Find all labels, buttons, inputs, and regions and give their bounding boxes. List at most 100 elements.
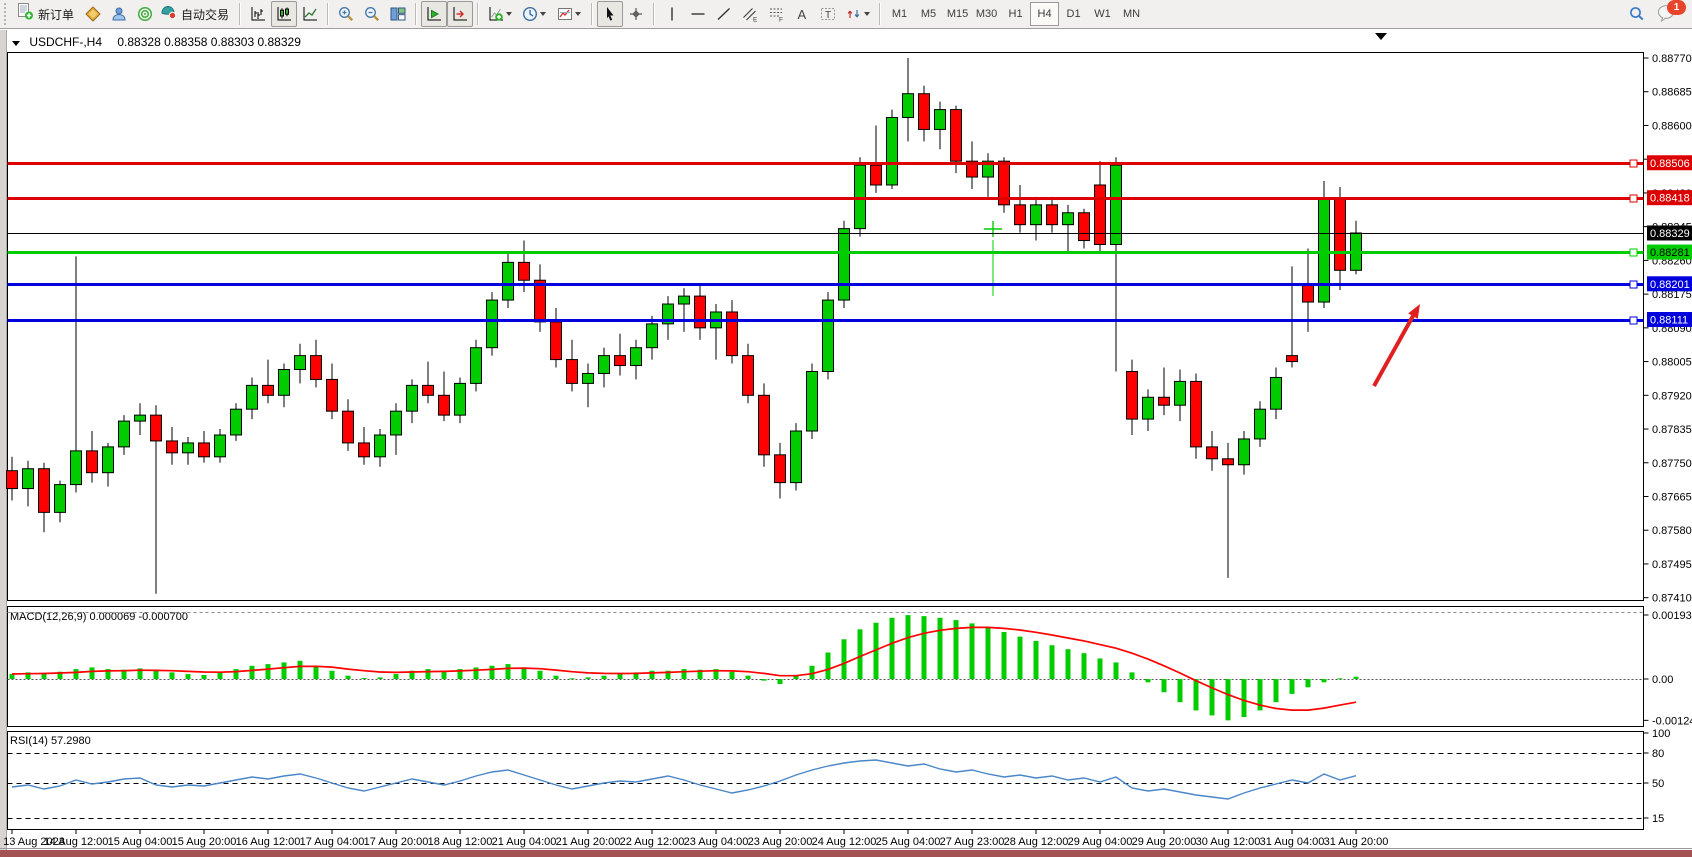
line-price-label: 0.88111 bbox=[1650, 315, 1688, 327]
timeframe-button-H1[interactable]: H1 bbox=[1008, 8, 1023, 20]
bar-chart-icon bbox=[251, 7, 266, 21]
arrows-button[interactable] bbox=[841, 1, 875, 27]
macd-bar bbox=[1065, 649, 1071, 679]
line-handle[interactable] bbox=[1629, 316, 1638, 325]
toolbar-grip[interactable] bbox=[4, 3, 11, 25]
clock-icon bbox=[523, 6, 538, 22]
horizontal-line-button[interactable] bbox=[685, 1, 711, 27]
candle-body bbox=[118, 420, 130, 448]
toolbar-separator bbox=[477, 3, 480, 25]
price-tick-label: 0.87750 bbox=[1652, 458, 1692, 470]
zoom-out-button[interactable] bbox=[359, 1, 385, 27]
candle-body bbox=[1030, 204, 1042, 226]
templates-button[interactable] bbox=[551, 1, 587, 27]
search-button[interactable] bbox=[1624, 1, 1650, 27]
cursor-button[interactable] bbox=[597, 1, 624, 27]
line-chart-button[interactable] bbox=[297, 1, 323, 27]
timeframe-button-M1[interactable]: M1 bbox=[891, 8, 908, 20]
main-toolbar: 新订单 自动交易 E F A T M1 M5 M15 M30 H1 H4 D1 W1 MN 1 bbox=[0, 0, 1692, 29]
macd-bar bbox=[345, 675, 351, 679]
red-arrow-line[interactable] bbox=[1372, 315, 1415, 387]
rsi-tick-label: 80 bbox=[1652, 748, 1664, 760]
community-button[interactable] bbox=[106, 1, 132, 27]
time-axis-label: 18 Aug 12:00 bbox=[428, 836, 493, 848]
line-handle[interactable] bbox=[1629, 248, 1638, 257]
timeframe-button-M15[interactable]: M15 bbox=[946, 8, 969, 20]
macd-bar bbox=[105, 669, 111, 679]
timeframe-button-M30[interactable]: M30 bbox=[975, 8, 998, 20]
candle-body bbox=[662, 303, 674, 325]
auto-scroll-button[interactable] bbox=[421, 1, 448, 27]
chart-dropdown-icon[interactable] bbox=[12, 41, 20, 46]
macd-bar bbox=[329, 670, 335, 679]
candle-body bbox=[182, 442, 194, 454]
timeframe-button-M5[interactable]: M5 bbox=[920, 8, 937, 20]
macd-bar bbox=[713, 669, 719, 679]
macd-tick-label: 0.00 bbox=[1652, 674, 1673, 686]
equidistant-channel-button[interactable]: E bbox=[737, 1, 763, 27]
new-order-button[interactable]: 新订单 bbox=[15, 2, 80, 26]
timeframe-button-W1[interactable]: W1 bbox=[1094, 8, 1111, 20]
candle-body bbox=[502, 261, 514, 301]
macd-bar bbox=[137, 668, 143, 679]
candle-body bbox=[230, 408, 242, 436]
toolbar-separator bbox=[239, 3, 242, 25]
notifications-button[interactable]: 1 bbox=[1656, 0, 1686, 26]
time-axis-label: 22 Aug 12:00 bbox=[620, 836, 685, 848]
macd-bar bbox=[809, 665, 815, 679]
toolbar-separator bbox=[591, 3, 594, 25]
macd-bar bbox=[841, 639, 847, 679]
chart-shift-button[interactable] bbox=[447, 1, 474, 27]
macd-bar bbox=[761, 679, 767, 681]
timeframe-button-MN[interactable]: MN bbox=[1122, 8, 1141, 20]
indicators-button[interactable] bbox=[483, 1, 517, 27]
chart-canvas[interactable]: 0.887700.886850.886000.885150.884300.883… bbox=[0, 30, 1692, 857]
chevron-down-icon bbox=[575, 12, 582, 16]
line-handle[interactable] bbox=[1629, 280, 1638, 289]
macd-bar bbox=[617, 674, 623, 679]
line-handle[interactable] bbox=[1629, 194, 1638, 203]
candle-body bbox=[390, 410, 402, 436]
text-button[interactable]: A bbox=[789, 1, 815, 27]
candlestick-chart-button[interactable] bbox=[271, 1, 298, 27]
crosshair-button[interactable] bbox=[623, 1, 649, 27]
toolbar-separator bbox=[327, 3, 330, 25]
candle-body bbox=[1206, 446, 1218, 460]
macd-bar bbox=[681, 669, 687, 679]
macd-bar bbox=[1273, 679, 1279, 703]
trendline-button[interactable] bbox=[711, 1, 737, 27]
toolbar-separator bbox=[415, 3, 418, 25]
auto-trading-icon bbox=[160, 4, 177, 25]
vertical-line-icon bbox=[671, 7, 673, 21]
macd-bar bbox=[1225, 679, 1231, 721]
text-label-button[interactable]: T bbox=[815, 1, 841, 27]
macd-bar bbox=[185, 674, 191, 679]
metaquotes-button[interactable] bbox=[80, 1, 106, 27]
macd-bar bbox=[57, 671, 63, 679]
timeframe-button-D1[interactable]: D1 bbox=[1066, 8, 1081, 20]
tile-windows-button[interactable] bbox=[385, 1, 411, 27]
signals-button[interactable] bbox=[132, 1, 158, 27]
macd-bar bbox=[905, 615, 911, 679]
timeframe-button-H4[interactable]: H4 bbox=[1030, 2, 1060, 26]
red-arrow-head[interactable] bbox=[1408, 304, 1420, 319]
line-price-label: 0.88201 bbox=[1650, 279, 1690, 291]
bar-chart-button[interactable] bbox=[245, 1, 271, 27]
cross-marker-object[interactable] bbox=[984, 221, 1002, 296]
candle-body bbox=[102, 446, 114, 474]
macd-bar bbox=[601, 675, 607, 679]
fibonacci-button[interactable]: F bbox=[763, 1, 789, 27]
zoom-in-button[interactable] bbox=[333, 1, 359, 27]
macd-bar bbox=[1049, 645, 1055, 679]
vertical-line-button[interactable] bbox=[659, 1, 685, 27]
candle-body bbox=[854, 164, 866, 230]
chart-title: USDCHF-,H4 0.88328 0.88358 0.88303 0.883… bbox=[12, 35, 301, 49]
line-handle[interactable] bbox=[1629, 159, 1638, 168]
time-axis-label: 31 Aug 20:00 bbox=[1324, 836, 1389, 848]
periods-button[interactable] bbox=[517, 1, 551, 27]
macd-bar bbox=[569, 678, 575, 680]
signals-icon bbox=[137, 6, 153, 22]
macd-bar bbox=[441, 670, 447, 679]
auto-trading-button[interactable]: 自动交易 bbox=[158, 2, 235, 26]
